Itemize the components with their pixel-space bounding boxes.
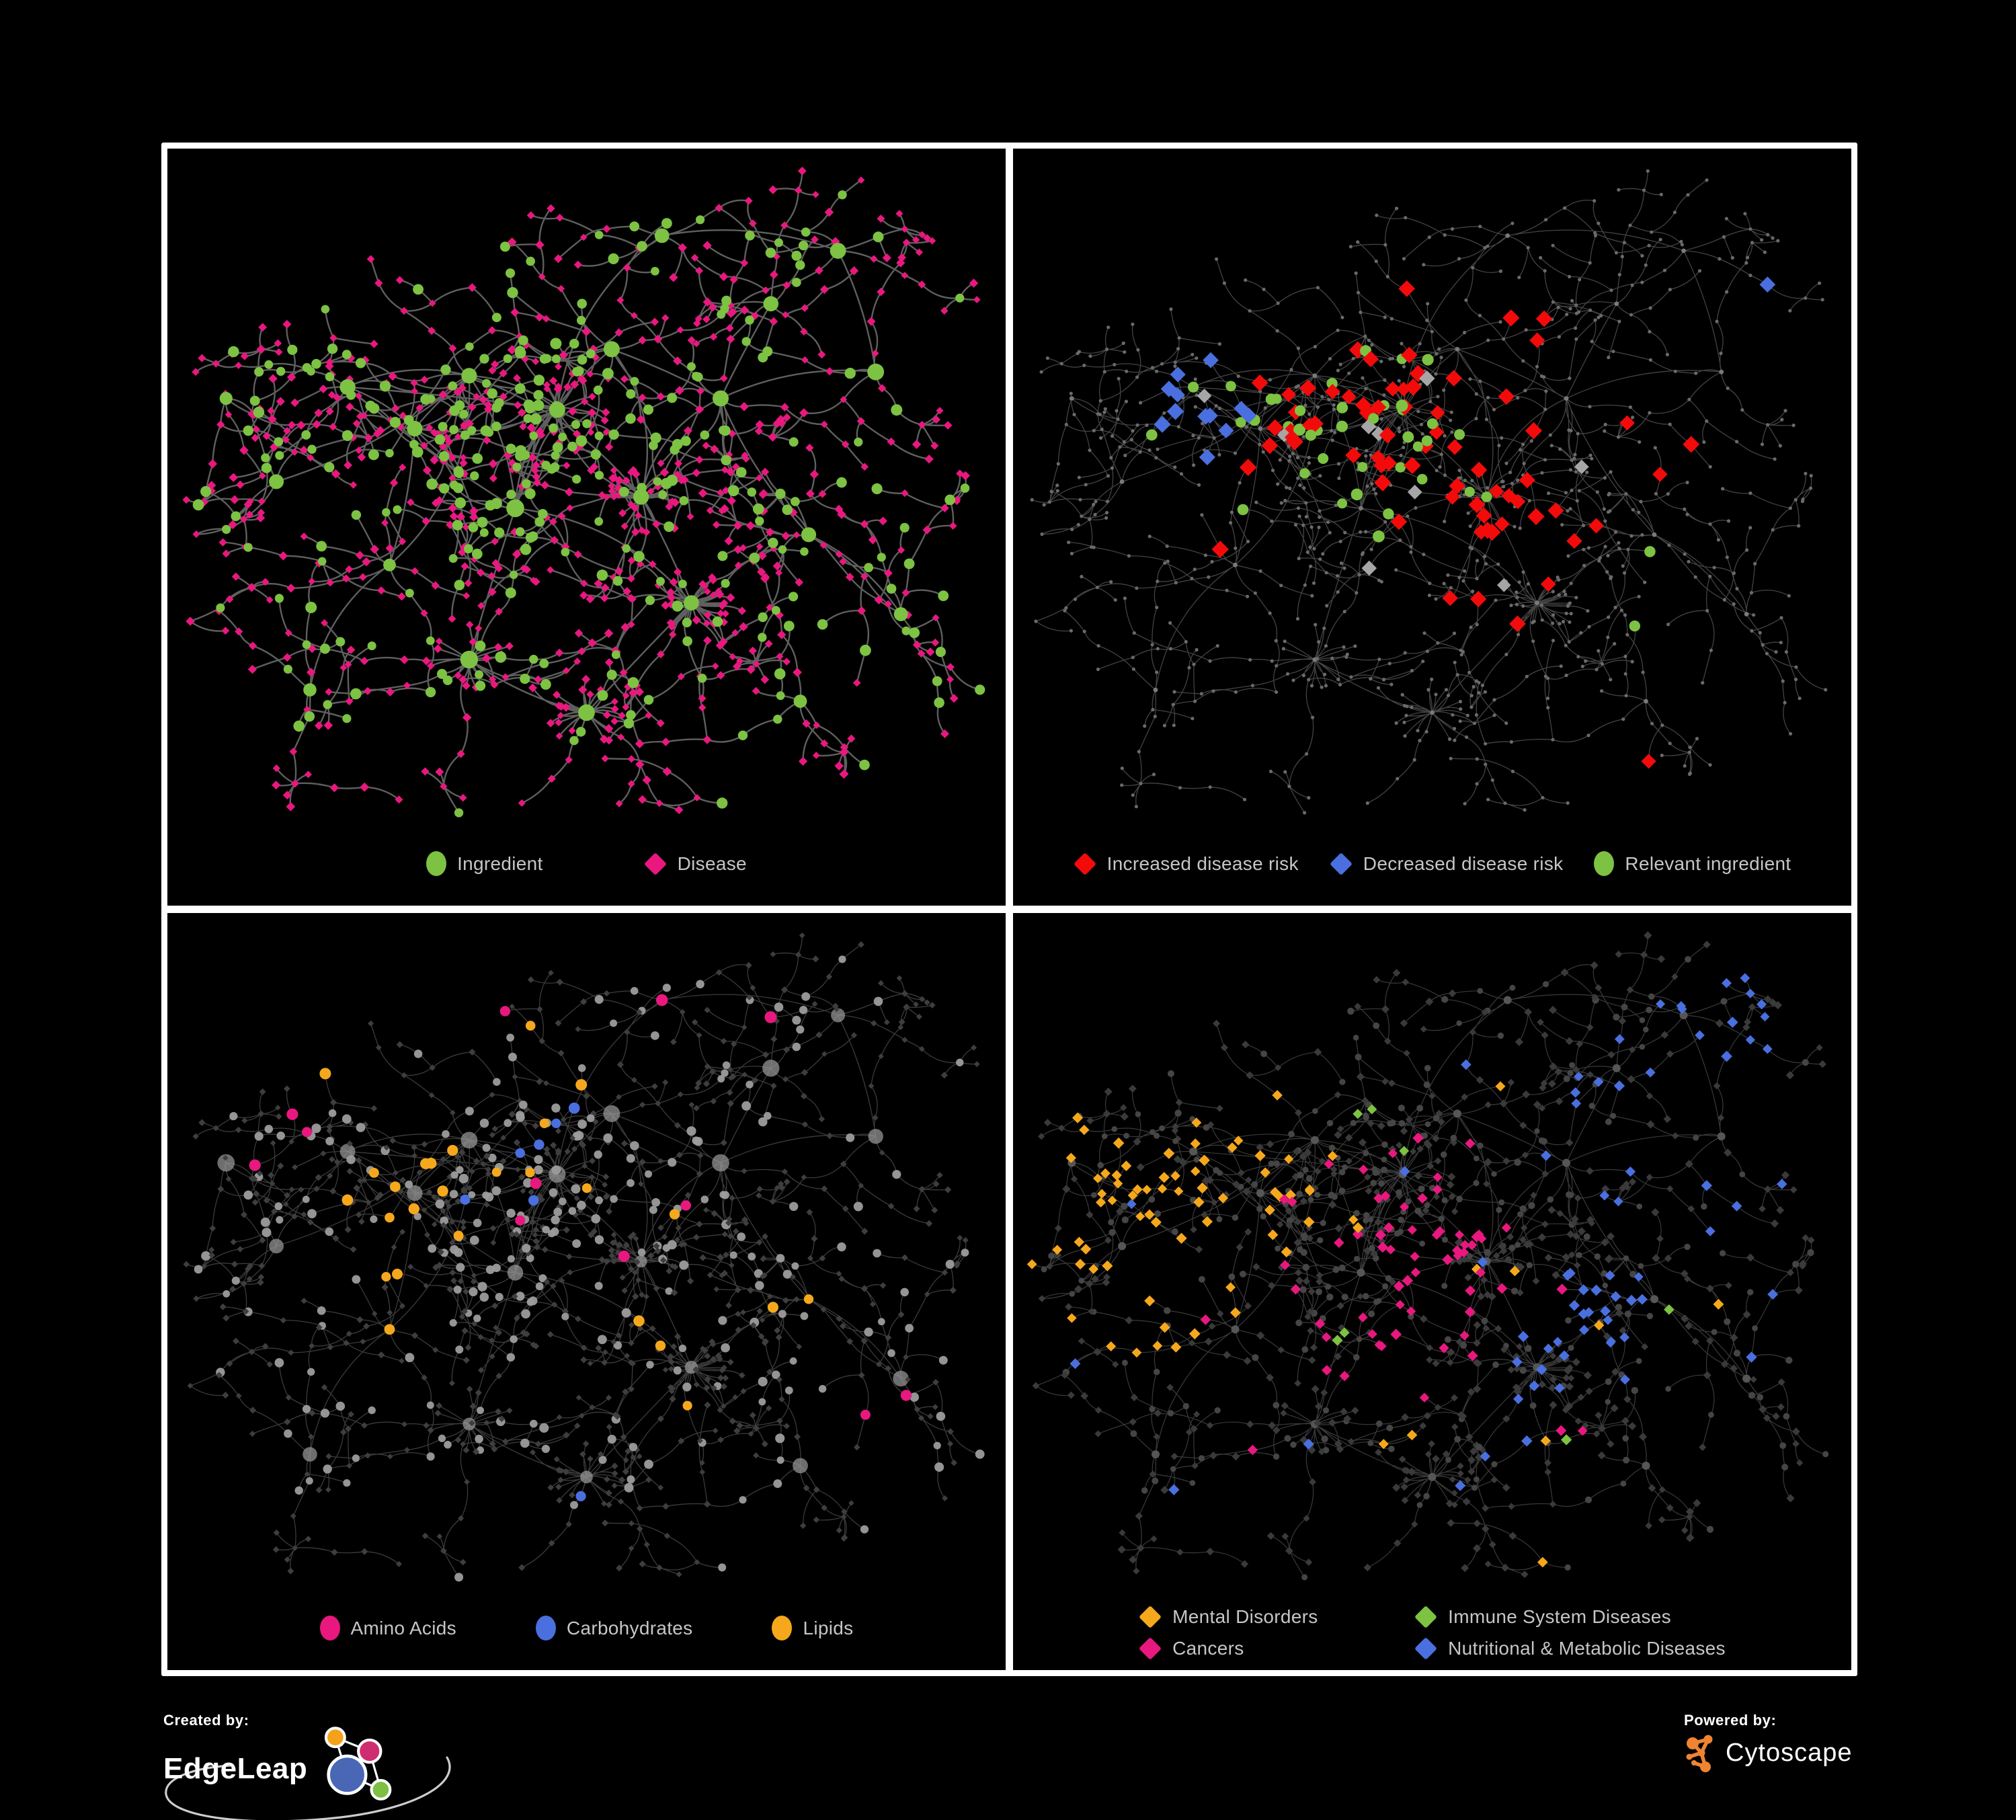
network-ingredient-disease (182, 166, 985, 818)
legend-item: Disease (643, 852, 747, 875)
legend-item: Nutritional & Metabolic Diseases (1414, 1637, 1726, 1660)
edgeleap-logo: EdgeLeap (163, 1727, 540, 1806)
legend-item: Amino Acids (319, 1616, 456, 1640)
legend-label: Increased disease risk (1106, 853, 1299, 874)
panel-disease-classes: Mental Disorders Immune System Diseases … (1013, 913, 1851, 1670)
legend-disease-risk: Increased disease risk Decreased disease… (1013, 851, 1851, 876)
cytoscape-credit: Powered by: Cytoscape (1684, 1712, 1872, 1806)
legend-label: Ingredient (457, 853, 543, 874)
lipids-circle-icon (772, 1616, 793, 1640)
legend-label: Lipids (803, 1617, 854, 1638)
legend-item: Cancers (1139, 1637, 1414, 1660)
powered-by-label: Powered by: (1684, 1712, 1777, 1729)
carbohydrates-circle-icon (535, 1616, 556, 1640)
legend-nutrient-classes: Amino Acids Carbohydrates Lipids (167, 1616, 1006, 1640)
legend-item: Decreased disease risk (1329, 852, 1564, 875)
footer: Created by: EdgeLeap Powered by: (0, 1694, 2016, 1820)
relevant-ingredient-circle-icon (1594, 851, 1615, 876)
panel-disease-risk: Increased disease risk Decreased disease… (1013, 149, 1851, 906)
amino-acids-circle-icon (319, 1616, 340, 1640)
cancers-diamond-icon (1139, 1637, 1162, 1660)
legend-label: Decreased disease risk (1363, 853, 1564, 874)
increased-risk-diamond-icon (1073, 852, 1096, 875)
disease-diamond-icon (643, 852, 667, 875)
legend-label: Nutritional & Metabolic Diseases (1448, 1638, 1726, 1659)
legend-item: Ingredient (426, 851, 543, 876)
ingredient-circle-icon (426, 851, 447, 876)
network-disease-classes (1026, 931, 1829, 1581)
legend-item: Mental Disorders (1139, 1606, 1414, 1628)
legend-label: Cancers (1172, 1638, 1244, 1659)
nutritional-metabolic-diamond-icon (1414, 1637, 1438, 1660)
legend-item: Relevant ingredient (1594, 851, 1791, 876)
cytoscape-network-icon (1686, 1735, 1713, 1772)
panel-nutrient-classes: Amino Acids Carbohydrates Lipids (167, 913, 1006, 1670)
panel-ingredient-disease: Ingredient Disease (167, 149, 1006, 906)
legend-label: Carbohydrates (566, 1617, 693, 1638)
mental-disorders-diamond-icon (1139, 1606, 1162, 1628)
immune-diseases-diamond-icon (1414, 1606, 1438, 1628)
legend-disease-classes: Mental Disorders Immune System Diseases … (1013, 1606, 1851, 1660)
created-by-label: Created by: (163, 1712, 249, 1729)
edgeleap-network-icon (325, 1727, 392, 1801)
edgeleap-credit: Created by: EdgeLeap (163, 1712, 540, 1820)
legend-item: Increased disease risk (1073, 852, 1299, 875)
legend-label: Mental Disorders (1172, 1606, 1318, 1627)
cytoscape-logo: Cytoscape (1684, 1732, 1872, 1774)
legend-label: Relevant ingredient (1625, 853, 1791, 874)
network-nutrient-classes (183, 933, 985, 1582)
cytoscape-wordmark: Cytoscape (1726, 1739, 1853, 1767)
legend-ingredient-disease: Ingredient Disease (167, 851, 1006, 876)
edgeleap-wordmark: EdgeLeap (163, 1752, 308, 1785)
legend-item: Carbohydrates (535, 1616, 693, 1640)
legend-label: Amino Acids (350, 1617, 456, 1638)
legend-item: Immune System Diseases (1414, 1606, 1726, 1628)
legend-label: Disease (677, 853, 747, 874)
network-disease-risk (1030, 169, 1828, 815)
legend-item: Lipids (772, 1616, 853, 1640)
panel-grid-frame: Ingredient Disease Increased disease ris… (161, 143, 1857, 1676)
legend-label: Immune System Diseases (1448, 1606, 1671, 1627)
decreased-risk-diamond-icon (1329, 852, 1353, 875)
